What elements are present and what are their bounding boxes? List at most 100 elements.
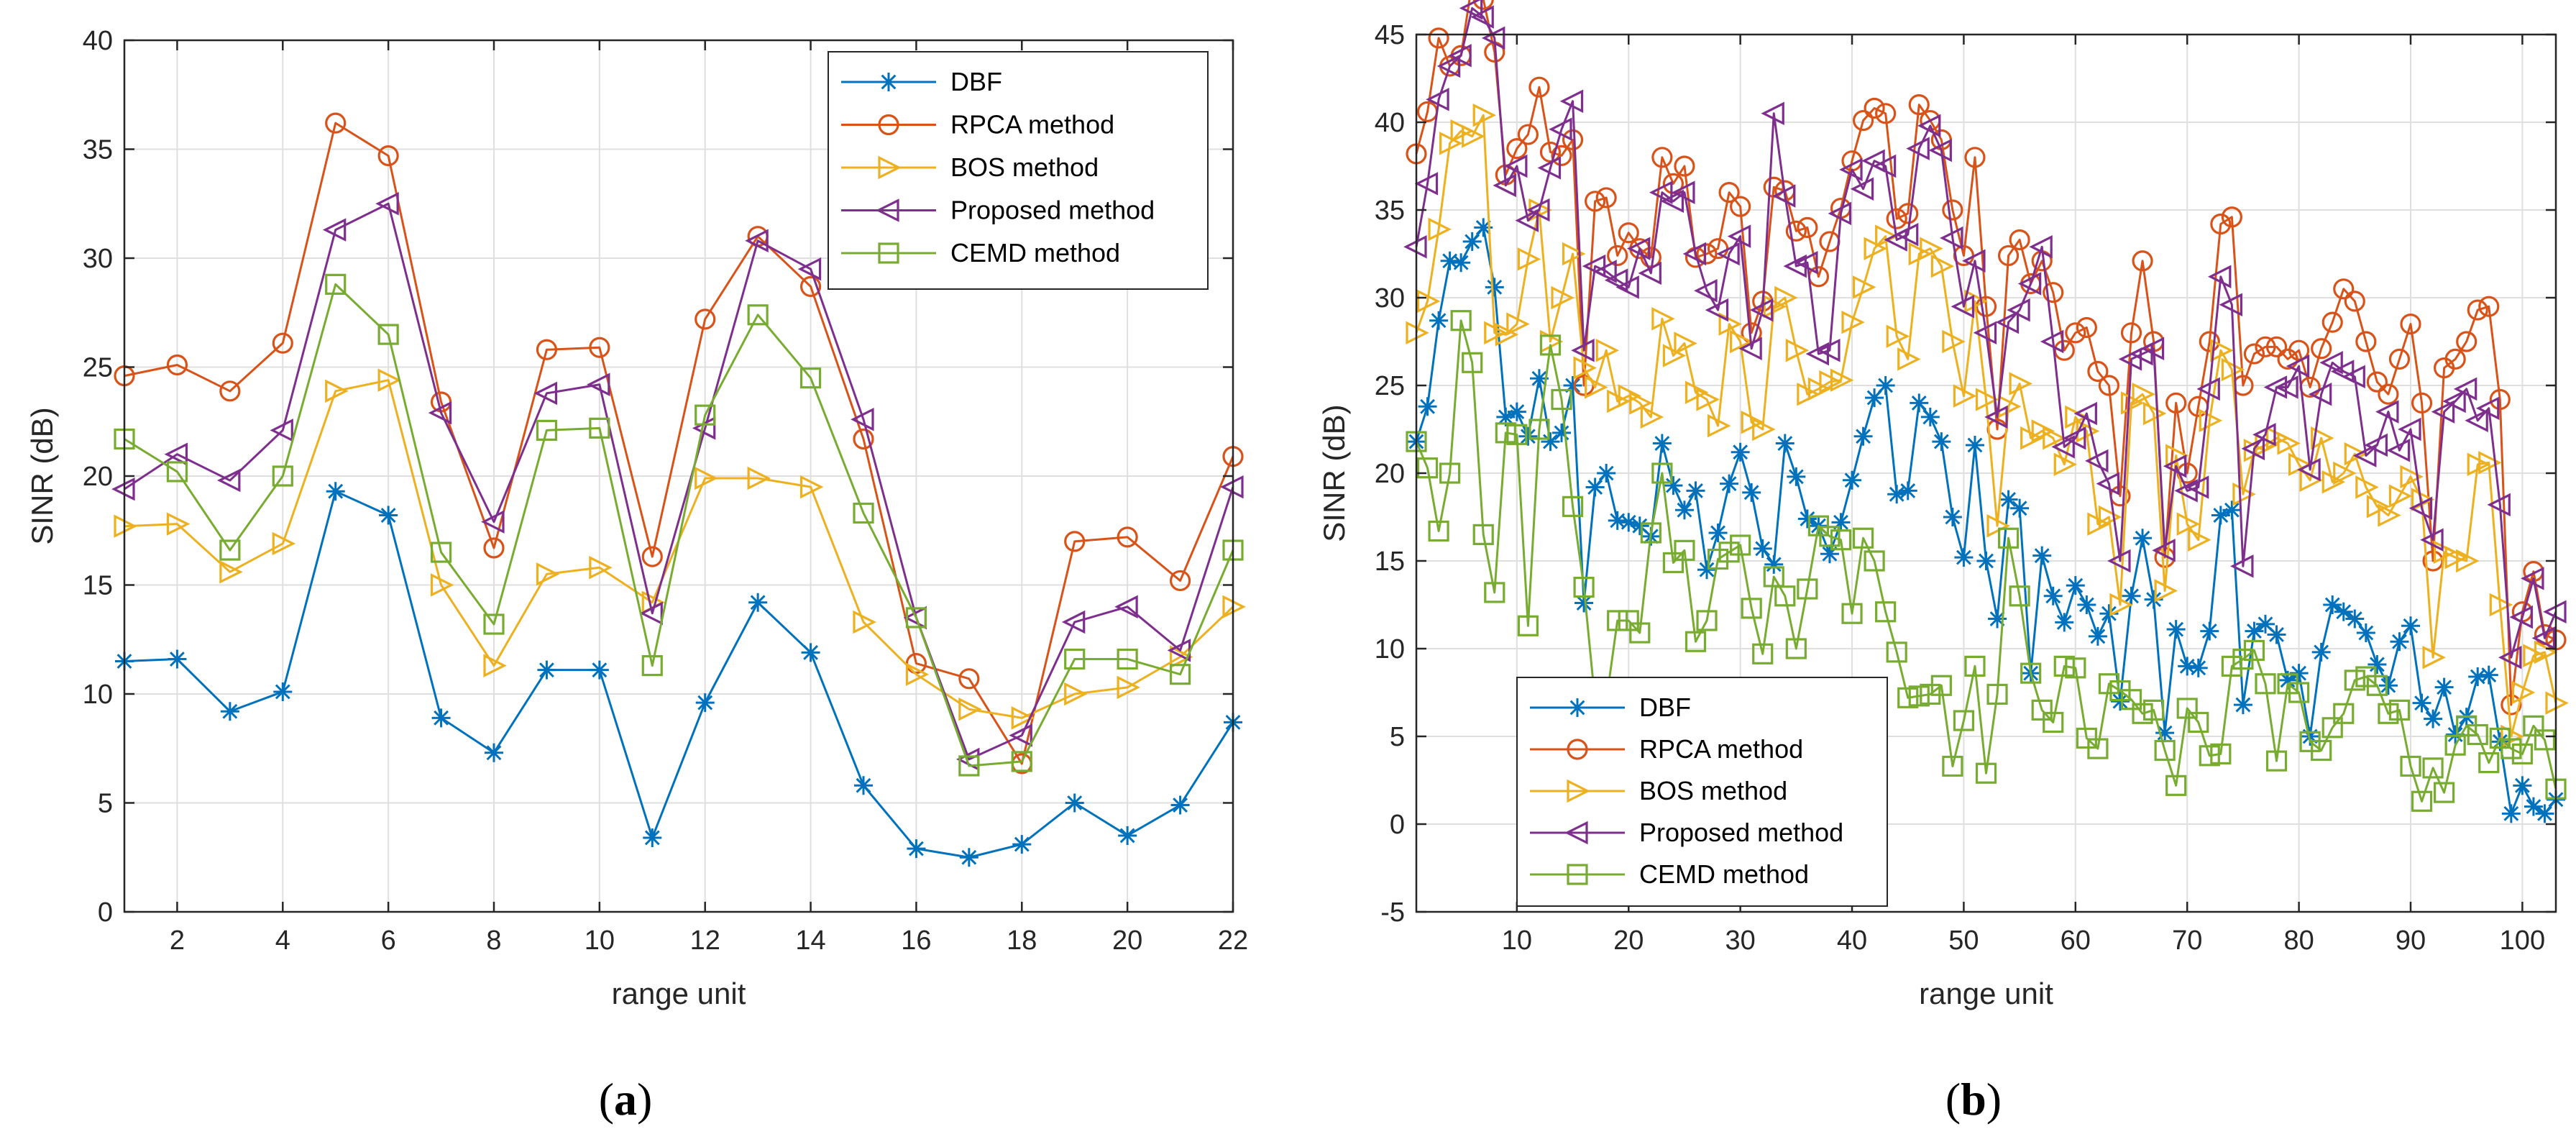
legend: DBF RPCA method BOS method Proposed method C… <box>828 51 1209 290</box>
data-point-rpca-method <box>1897 203 1919 224</box>
data-point-proposed-method <box>1727 224 1751 248</box>
data-point-dbf <box>1731 442 1750 462</box>
data-point-cemd-method <box>2501 738 2522 759</box>
data-point-bos-method <box>589 556 613 580</box>
x-tick-label: 6 <box>381 926 396 956</box>
y-tick-label: 20 <box>1375 459 1405 489</box>
data-point-dbf <box>2144 590 2163 609</box>
data-point-bos-method <box>2534 640 2558 664</box>
data-point-dbf <box>2301 727 2320 746</box>
data-point-rpca-method <box>2288 339 2310 361</box>
data-point-proposed-method <box>1951 294 1975 319</box>
data-point-rpca-method <box>2444 348 2466 370</box>
data-point-bos-method <box>1484 321 1508 345</box>
data-point-cemd-method <box>1117 648 1138 670</box>
series-cemd-method <box>114 273 1244 777</box>
data-point-cemd-method <box>2288 682 2310 703</box>
data-point-proposed-method <box>2521 567 2544 590</box>
data-point-dbf <box>431 708 451 728</box>
data-point-proposed-method <box>2196 377 2220 401</box>
data-point-dbf <box>2099 604 2119 623</box>
x-tick-label: 14 <box>795 926 825 956</box>
data-point-cemd-method <box>536 419 558 441</box>
data-point-rpca-method <box>1651 147 1673 168</box>
data-point-rpca-method <box>2076 316 2097 339</box>
legend-item-bos-method: BOS method <box>1530 776 1787 805</box>
data-point-dbf <box>2345 609 2365 629</box>
data-point-bos-method <box>1908 242 1933 266</box>
data-point-cemd-method <box>1607 610 1628 631</box>
data-point-cemd-method <box>1785 638 1807 659</box>
data-point-dbf <box>1418 397 1437 416</box>
data-point-dbf <box>1652 434 1672 453</box>
x-tick-label: 10 <box>585 926 615 956</box>
data-point-dbf <box>2166 620 2186 639</box>
data-point-dbf <box>1575 593 1594 613</box>
x-tick-label: 18 <box>1007 926 1037 956</box>
data-point-proposed-method <box>1649 180 1673 204</box>
data-point-cemd-method <box>1662 552 1685 574</box>
data-point-dbf <box>1118 826 1137 845</box>
data-point-bos-method <box>2344 442 2368 466</box>
data-point-dbf <box>1474 218 1493 237</box>
data-point-bos-method <box>1674 332 1697 355</box>
data-point-bos-method <box>1707 413 1731 438</box>
data-point-dbf <box>959 848 978 867</box>
data-point-cemd-method <box>1807 515 1830 536</box>
data-point-cemd-method <box>958 755 980 777</box>
data-point-bos-method <box>1752 417 1776 442</box>
data-point-proposed-method <box>1615 275 1639 299</box>
data-point-cemd-method <box>1707 548 1729 570</box>
data-point-dbf <box>2032 546 2052 565</box>
data-point-proposed-method <box>1940 226 1963 250</box>
legend-marker <box>1564 821 1588 845</box>
data-point-dbf <box>907 839 926 859</box>
data-point-proposed-method <box>1448 44 1472 68</box>
data-point-dbf <box>2490 732 2510 751</box>
data-point-dbf <box>1012 835 1032 854</box>
data-point-bos-method <box>1730 329 1754 354</box>
data-point-dbf <box>220 702 239 721</box>
data-point-proposed-method <box>586 373 610 396</box>
data-point-dbf <box>1775 434 1795 453</box>
data-point-cemd-method <box>1908 685 1930 707</box>
data-point-proposed-method <box>1984 405 2008 429</box>
data-point-bos-method <box>1595 338 1620 362</box>
data-point-cemd-method <box>1997 527 2020 549</box>
data-point-bos-method <box>1930 254 1955 278</box>
data-point-rpca-method <box>1942 199 1963 221</box>
data-point-cemd-method <box>2165 774 2187 796</box>
data-point-dbf <box>2501 804 2521 823</box>
data-point-bos-method <box>1785 338 1810 362</box>
data-point-bos-method <box>1640 405 1664 429</box>
data-point-dbf <box>1585 477 1605 497</box>
data-point-dbf <box>2010 498 2030 518</box>
legend-marker <box>878 114 899 136</box>
data-point-rpca-method <box>2009 229 2030 251</box>
data-point-proposed-method <box>692 416 716 440</box>
data-point-proposed-method <box>1571 338 1595 362</box>
y-axis-label: SINR (dB) <box>25 407 59 544</box>
series-proposed-method <box>1403 0 2567 670</box>
data-point-bos-method <box>2176 512 2201 536</box>
y-tick-label: 40 <box>1375 108 1405 138</box>
x-tick-label: 20 <box>1613 926 1644 956</box>
data-point-proposed-method <box>797 257 822 281</box>
data-point-bos-method <box>166 512 191 536</box>
data-point-rpca-method <box>1585 191 1606 212</box>
y-tick-label: 30 <box>1375 283 1405 314</box>
data-point-proposed-method <box>2364 433 2388 457</box>
data-point-cemd-method <box>2333 703 2355 724</box>
data-point-bos-method <box>2043 426 2066 450</box>
data-point-rpca-method <box>1428 27 1449 49</box>
data-point-dbf <box>2278 670 2298 690</box>
data-point-bos-method <box>905 662 930 686</box>
legend-item-dbf: DBF <box>841 67 1002 96</box>
data-point-cemd-method <box>2199 745 2220 767</box>
caption-letter: b <box>1961 1074 1986 1125</box>
data-point-dbf <box>2424 709 2443 728</box>
data-point-cemd-method <box>2188 711 2209 734</box>
data-point-rpca-method <box>272 332 293 354</box>
data-point-dbf <box>1485 278 1504 297</box>
